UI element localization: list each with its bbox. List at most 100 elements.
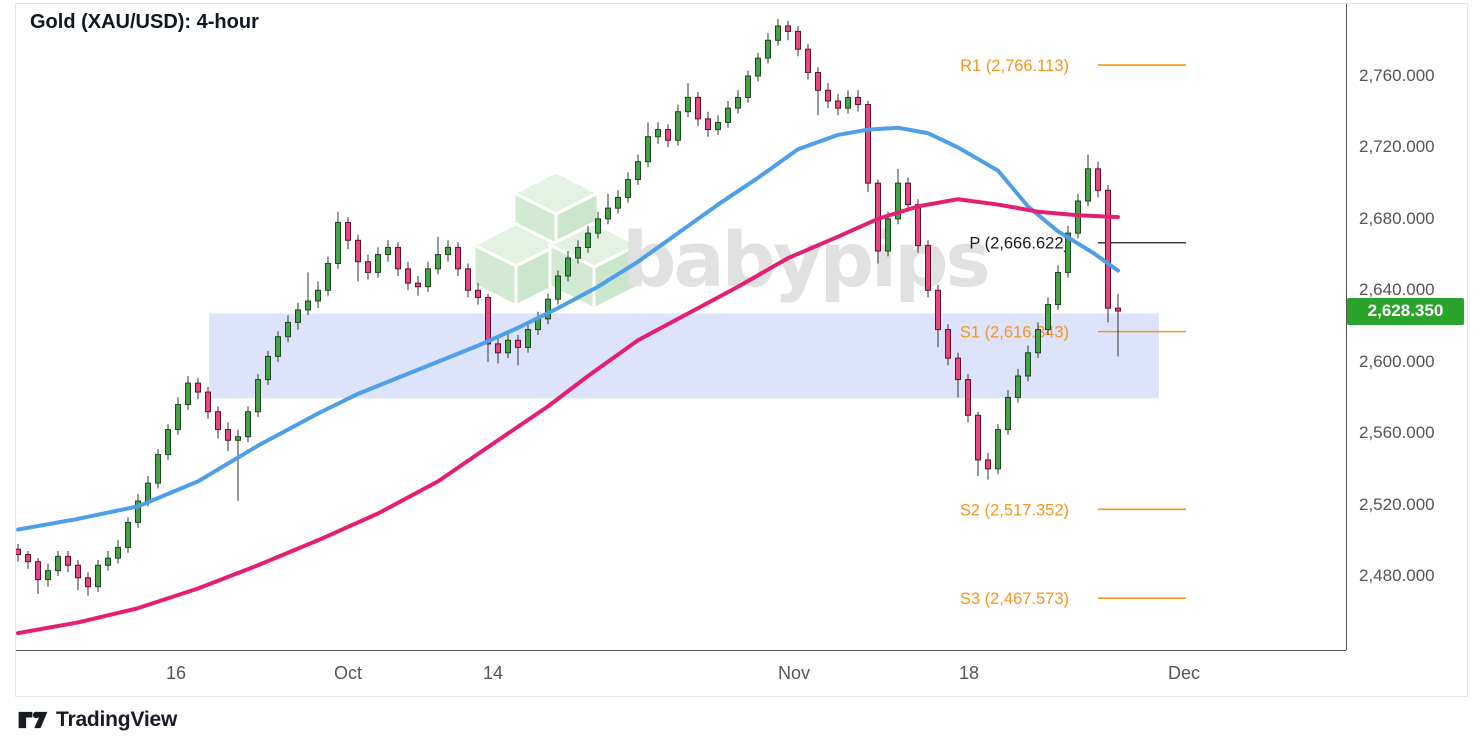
candle-body	[825, 89, 831, 102]
candle-body	[895, 182, 901, 220]
time-axis[interactable]: 16 Oct 14 Nov 18 Dec	[16, 650, 1346, 697]
ma_slow_pink-line	[16, 197, 1120, 636]
candle-body	[415, 282, 421, 288]
candle-body	[95, 564, 101, 588]
candle-body	[405, 268, 411, 284]
candle-body	[1005, 396, 1011, 431]
candle-body	[515, 339, 521, 348]
candle-body	[695, 96, 701, 120]
babypips-watermark-text: babypips	[622, 215, 988, 304]
candle-body	[675, 111, 681, 141]
candle-body	[225, 429, 231, 441]
price-tick-label: 2,520.000	[1359, 494, 1435, 514]
candle-body	[235, 436, 241, 441]
candle-body	[35, 561, 41, 581]
support-band	[209, 313, 1159, 399]
candle-body	[395, 246, 401, 270]
candle-body	[1015, 375, 1021, 398]
candle-body	[465, 268, 471, 291]
candle-body	[905, 182, 911, 206]
candle-body	[425, 268, 431, 288]
candle-body	[705, 118, 711, 131]
candle-body	[285, 321, 291, 338]
candle-body	[985, 459, 991, 470]
candle-body	[925, 245, 931, 291]
price-tick-label: 2,600.000	[1359, 351, 1435, 371]
candle-body	[1055, 271, 1061, 306]
candle-body	[945, 329, 951, 359]
candle-body	[475, 289, 481, 298]
time-tick-label: Nov	[777, 663, 811, 683]
candle-body	[335, 221, 341, 264]
candle-body	[295, 309, 301, 323]
candle-body	[785, 25, 791, 32]
last-price-label: 2,628.350	[1347, 297, 1464, 325]
candle-body	[665, 129, 671, 141]
candle-body	[595, 218, 601, 234]
candle-body	[45, 570, 51, 581]
candle-body	[915, 204, 921, 247]
candle-body	[765, 39, 771, 59]
time-tick-label: Dec	[1167, 663, 1201, 683]
candle-body	[1095, 168, 1101, 191]
candle-body	[305, 300, 311, 311]
candle-body	[885, 218, 891, 252]
pivot-label-r1: R1 (2,766.113)	[960, 57, 1069, 75]
candle-body	[555, 275, 561, 300]
candle-body	[775, 25, 781, 41]
candle-body	[865, 104, 871, 184]
time-tick-label: 18	[958, 663, 980, 683]
price-tick-label: 2,680.000	[1359, 208, 1435, 228]
candle-body	[275, 336, 281, 357]
pivot-label-s2: S2 (2,517.352)	[960, 501, 1069, 519]
candle-body	[955, 357, 961, 381]
candle-body	[795, 30, 801, 50]
candle-body	[385, 246, 391, 256]
candle-body	[845, 96, 851, 109]
candle-body	[125, 521, 131, 548]
candle-body	[1115, 307, 1121, 312]
candle-body	[1045, 304, 1051, 331]
chart-title: Gold (XAU/USD): 4-hour	[30, 11, 259, 33]
candle-body	[995, 429, 1001, 470]
candles	[16, 18, 1121, 596]
candle-body	[445, 246, 451, 256]
price-tick-label: 2,640.000	[1359, 280, 1435, 300]
candle-body	[215, 411, 221, 431]
candle-body	[745, 75, 751, 98]
candle-body	[75, 564, 81, 579]
candle-body	[16, 548, 21, 556]
candle-body	[685, 96, 691, 113]
candle-body	[355, 239, 361, 263]
candle-body	[165, 429, 171, 456]
candle-body	[245, 411, 251, 438]
price-axis[interactable]: 2,760.000 2,720.000 2,680.000 2,640.000 2,60…	[1346, 4, 1468, 650]
candle-body	[255, 379, 261, 413]
candle-body	[805, 48, 811, 73]
candle-body	[115, 546, 121, 559]
candle-body	[725, 107, 731, 123]
pivot-label-p: P (2,666.622)	[969, 235, 1069, 253]
candle-body	[25, 554, 31, 563]
candle-body	[625, 179, 631, 198]
price-tick-label: 2,760.000	[1359, 66, 1435, 85]
candle-body	[545, 298, 551, 320]
candle-body	[325, 262, 331, 291]
candle-body	[205, 391, 211, 413]
ma_fast_blue-line	[16, 125, 1120, 532]
candle-body	[565, 257, 571, 277]
candle-body	[815, 71, 821, 91]
price-chart-canvas[interactable]: babypips R1 (2,766.113) P (2,666.622) S1 (2…	[16, 4, 1346, 649]
candle-body	[105, 557, 111, 566]
time-tick-label: Oct	[333, 663, 363, 683]
tradingview-logo[interactable]: TradingView	[18, 707, 177, 733]
candle-body	[1035, 329, 1041, 354]
candle-body	[525, 329, 531, 348]
candle-body	[505, 339, 511, 354]
price-tick-label: 2,480.000	[1359, 565, 1435, 585]
candle-body	[365, 261, 371, 273]
candle-body	[605, 207, 611, 220]
last-price-value: 2,628.350	[1367, 301, 1444, 321]
candle-body	[835, 100, 841, 109]
